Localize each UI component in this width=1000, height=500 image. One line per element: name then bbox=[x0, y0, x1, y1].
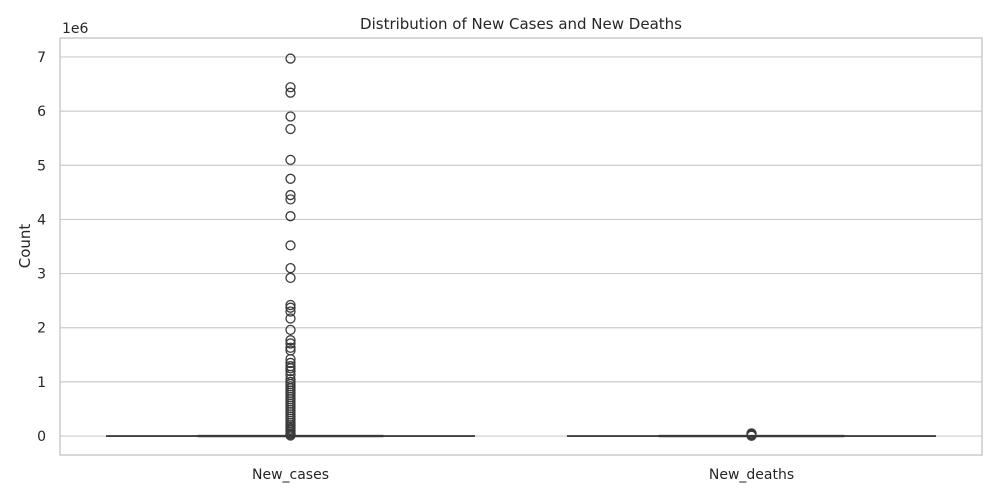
box-New_deaths bbox=[567, 434, 936, 438]
outlier-point bbox=[285, 272, 296, 284]
y-tick-label: 6 bbox=[37, 104, 46, 120]
y-tick-label: 4 bbox=[37, 212, 46, 228]
outlier-point bbox=[285, 302, 296, 313]
outlier-point bbox=[285, 299, 296, 311]
y-axis-label: Count bbox=[16, 224, 34, 269]
outliers bbox=[285, 53, 757, 441]
outlier-point bbox=[746, 430, 757, 441]
outlier-point bbox=[285, 365, 296, 377]
y-tick-labels: 0 1 2 3 4 5 6 7 bbox=[37, 50, 46, 445]
x-tick-label: New_cases bbox=[252, 467, 329, 483]
y-tick-label: 1 bbox=[37, 375, 46, 391]
y-offset-label: 1e6 bbox=[62, 21, 89, 37]
outlier-point bbox=[285, 194, 296, 205]
x-tick-labels: New_cases New_deaths bbox=[252, 467, 794, 483]
outlier-point bbox=[285, 338, 296, 349]
outlier-point bbox=[285, 363, 296, 374]
outlier-point bbox=[285, 211, 296, 222]
plot-frame bbox=[59, 37, 983, 456]
y-tick-label: 3 bbox=[37, 267, 46, 283]
outlier-point bbox=[285, 335, 296, 346]
outlier-point bbox=[285, 313, 296, 324]
outlier-point bbox=[285, 173, 296, 184]
outlier-point bbox=[285, 306, 296, 317]
outlier-point bbox=[285, 189, 296, 201]
gridlines bbox=[60, 56, 982, 437]
y-tick-label: 7 bbox=[37, 50, 46, 66]
outlier-point bbox=[285, 53, 296, 64]
y-tick-label: 2 bbox=[37, 321, 46, 337]
outlier-point bbox=[285, 263, 296, 274]
outlier-point bbox=[285, 82, 296, 93]
outlier-point bbox=[285, 430, 296, 441]
outlier-point bbox=[285, 87, 296, 98]
outlier-point bbox=[285, 240, 296, 251]
chart-title: Distribution of New Cases and New Deaths bbox=[360, 15, 682, 33]
y-tick-label: 5 bbox=[37, 158, 46, 174]
x-tick-label: New_deaths bbox=[709, 467, 794, 483]
outlier-point bbox=[285, 357, 296, 369]
outlier-point bbox=[285, 342, 296, 353]
outlier-point bbox=[285, 324, 296, 336]
outlier-point bbox=[285, 111, 296, 122]
outlier-point bbox=[285, 123, 296, 135]
outlier-point bbox=[285, 154, 296, 166]
y-tick-label: 0 bbox=[37, 429, 46, 445]
